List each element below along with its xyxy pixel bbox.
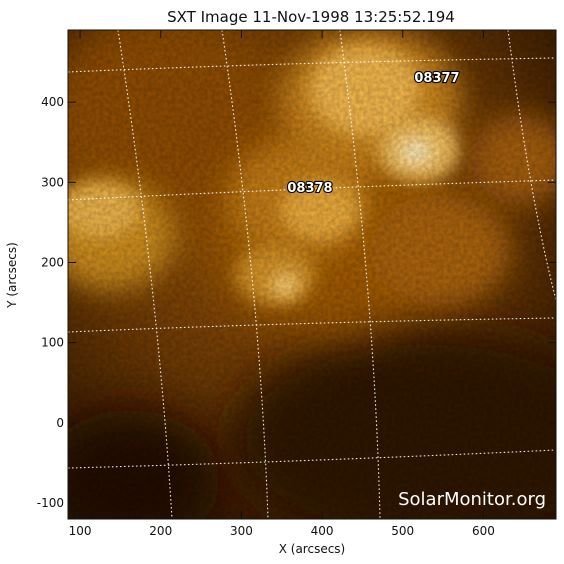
y-tick-label: 400: [41, 95, 64, 109]
x-tick-label: 500: [391, 524, 414, 538]
x-axis-label: X (arcsecs): [279, 542, 346, 556]
y-axis: -100 0 100 200 300 400: [37, 95, 556, 510]
region-label-08378: 08378: [287, 181, 332, 196]
y-tick-label: 200: [41, 255, 64, 269]
y-tick-label: 300: [41, 175, 64, 189]
y-tick-label: -100: [37, 496, 64, 510]
y-axis-label: Y (arcsecs): [5, 242, 19, 309]
y-tick-label: 0: [56, 416, 64, 430]
x-axis: 100 200 300 400 500 600: [69, 30, 495, 538]
solar-image: 08377 08378 SolarMonitor.org: [68, 30, 556, 519]
region-label-08377: 08377: [414, 71, 459, 86]
x-tick-label: 300: [230, 524, 253, 538]
x-tick-label: 600: [472, 524, 495, 538]
y-tick-label: 100: [41, 336, 64, 350]
heliographic-grid: [68, 30, 556, 519]
x-tick-label: 400: [311, 524, 334, 538]
plot-frame: [67, 29, 557, 520]
watermark: SolarMonitor.org: [398, 489, 546, 510]
image-title: SXT Image 11-Nov-1998 13:25:52.194: [167, 8, 455, 26]
x-tick-label: 200: [149, 524, 172, 538]
x-tick-label: 100: [69, 524, 92, 538]
